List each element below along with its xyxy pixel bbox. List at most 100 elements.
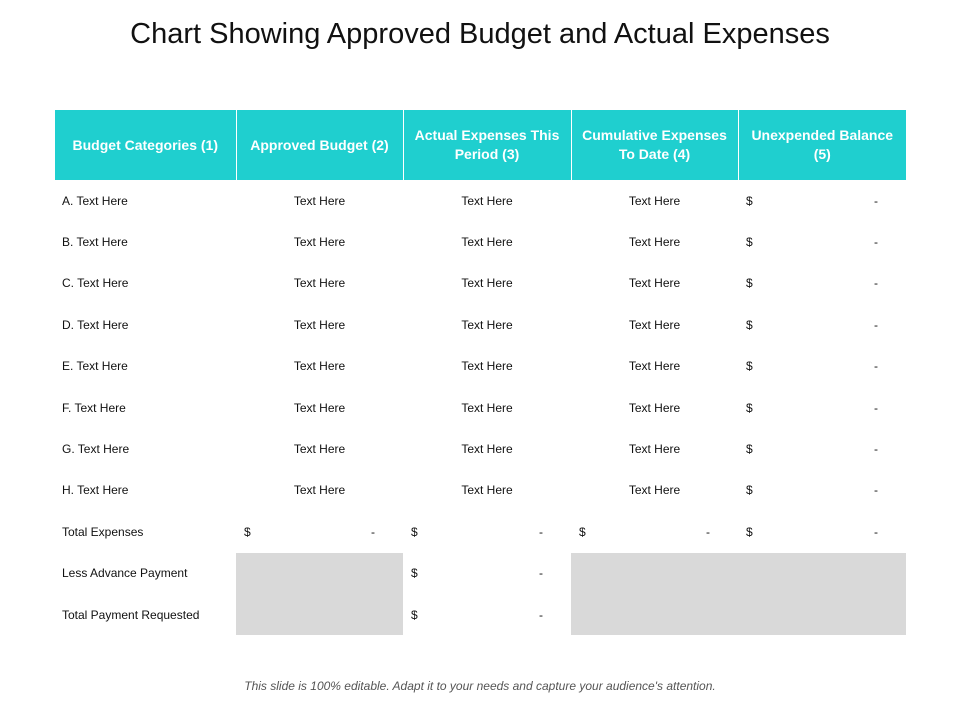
currency-symbol: $	[746, 317, 753, 332]
balance-value: -	[874, 235, 878, 250]
balance-value: -	[874, 400, 878, 415]
balance-value: -	[874, 193, 878, 208]
shaded-cell	[236, 593, 403, 636]
row-cumulative: Text Here	[628, 317, 681, 332]
row-category: C. Text Here	[62, 276, 129, 291]
balance-value: -	[874, 317, 878, 332]
row-category: G. Text Here	[62, 442, 130, 457]
total-requested-row: Total Payment Requested $ -	[55, 593, 906, 636]
row-category: F. Text Here	[62, 400, 126, 415]
row-balance: $ -	[738, 180, 906, 221]
currency-symbol: $	[411, 566, 418, 581]
row-cumulative: Text Here	[628, 359, 681, 374]
balance-value: -	[874, 442, 878, 457]
row-cumulative: Text Here	[628, 276, 681, 291]
header-unexpended-balance: Unexpended Balance (5)	[738, 110, 906, 180]
currency-symbol: $	[746, 524, 753, 539]
row-actual: Text Here	[461, 317, 513, 332]
row-approved: Text Here	[293, 400, 346, 415]
row-approved: Text Here	[293, 193, 346, 208]
row-actual: Text Here	[461, 483, 513, 498]
header-budget-categories: Budget Categories (1)	[55, 110, 237, 180]
row-cumulative: Text Here	[628, 400, 681, 415]
row-actual: Text Here	[461, 276, 513, 291]
currency-symbol: $	[411, 524, 418, 539]
row-category: H. Text Here	[62, 483, 129, 498]
currency-symbol: $	[746, 193, 753, 208]
row-approved: Text Here	[293, 442, 346, 457]
total-requested-value: -	[539, 607, 543, 622]
header-actual-expenses: Actual Expenses This Period (3)	[403, 110, 572, 180]
row-balance: $ -	[738, 304, 906, 345]
shaded-cell	[571, 552, 906, 594]
row-balance: $ -	[738, 221, 906, 262]
header-row: Budget Categories (1) Approved Budget (2…	[55, 110, 906, 180]
total-actual: $ -	[403, 511, 571, 552]
row-category: B. Text Here	[62, 235, 128, 250]
row-cumulative: Text Here	[628, 235, 681, 250]
row-cumulative: Text Here	[628, 483, 681, 498]
total-balance-value: -	[874, 524, 878, 539]
row-balance: $ -	[738, 387, 906, 428]
table-row: G. Text Here Text Here Text Here Text He…	[55, 428, 906, 469]
less-advance-row: Less Advance Payment $ -	[55, 552, 906, 594]
table-row: C. Text Here Text Here Text Here Text He…	[55, 263, 906, 304]
less-advance-label: Less Advance Payment	[62, 566, 188, 581]
header-cumulative-expenses: Cumulative Expenses To Date (4)	[571, 110, 739, 180]
row-actual: Text Here	[461, 235, 513, 250]
table-row: A. Text Here Text Here Text Here Text He…	[55, 180, 906, 221]
shaded-cell	[571, 593, 906, 636]
row-category: E. Text Here	[62, 359, 128, 374]
table-row: F. Text Here Text Here Text Here Text He…	[55, 387, 906, 428]
page-title: Chart Showing Approved Budget and Actual…	[130, 18, 830, 50]
row-actual: Text Here	[461, 193, 513, 208]
budget-table: Budget Categories (1) Approved Budget (2…	[55, 110, 906, 636]
currency-symbol: $	[746, 400, 753, 415]
balance-value: -	[874, 359, 878, 374]
row-actual: Text Here	[461, 400, 513, 415]
total-cumulative: $ -	[571, 511, 738, 552]
total-approved-value: -	[371, 524, 375, 539]
less-advance-actual: $ -	[403, 553, 571, 594]
balance-value: -	[874, 483, 878, 498]
less-advance-value: -	[539, 566, 543, 581]
currency-symbol: $	[746, 276, 753, 291]
row-approved: Text Here	[293, 359, 346, 374]
total-requested-label: Total Payment Requested	[62, 607, 200, 622]
row-balance: $ -	[738, 346, 906, 387]
balance-value: -	[874, 276, 878, 291]
row-balance: $ -	[738, 470, 906, 511]
total-actual-value: -	[539, 524, 543, 539]
table-row: B. Text Here Text Here Text Here Text He…	[55, 221, 906, 262]
row-category: D. Text Here	[62, 317, 129, 332]
total-expenses-label: Total Expenses	[62, 524, 144, 539]
row-cumulative: Text Here	[628, 193, 681, 208]
row-balance: $ -	[738, 428, 906, 469]
table-row: H. Text Here Text Here Text Here Text He…	[55, 470, 906, 511]
row-category: A. Text Here	[62, 193, 128, 208]
row-actual: Text Here	[461, 359, 513, 374]
total-expenses-row: Total Expenses $ - $ - $ - $ -	[55, 511, 906, 552]
table-row: D. Text Here Text Here Text Here Text He…	[55, 304, 906, 345]
row-actual: Text Here	[461, 442, 513, 457]
table-row: E. Text Here Text Here Text Here Text He…	[55, 346, 906, 387]
row-cumulative: Text Here	[628, 442, 681, 457]
header-approved-budget: Approved Budget (2)	[236, 110, 404, 180]
row-approved: Text Here	[293, 276, 346, 291]
currency-symbol: $	[579, 524, 586, 539]
footer-note: This slide is 100% editable. Adapt it to…	[244, 679, 716, 693]
currency-symbol: $	[411, 607, 418, 622]
currency-symbol: $	[746, 483, 753, 498]
total-approved: $ -	[236, 511, 403, 552]
currency-symbol: $	[244, 524, 251, 539]
currency-symbol: $	[746, 359, 753, 374]
total-balance: $ -	[738, 511, 906, 552]
shaded-cell	[236, 552, 403, 594]
currency-symbol: $	[746, 442, 753, 457]
currency-symbol: $	[746, 235, 753, 250]
total-requested-actual: $ -	[403, 594, 571, 635]
row-approved: Text Here	[293, 317, 346, 332]
total-cumulative-value: -	[706, 524, 710, 539]
row-approved: Text Here	[293, 235, 346, 250]
row-balance: $ -	[738, 263, 906, 304]
